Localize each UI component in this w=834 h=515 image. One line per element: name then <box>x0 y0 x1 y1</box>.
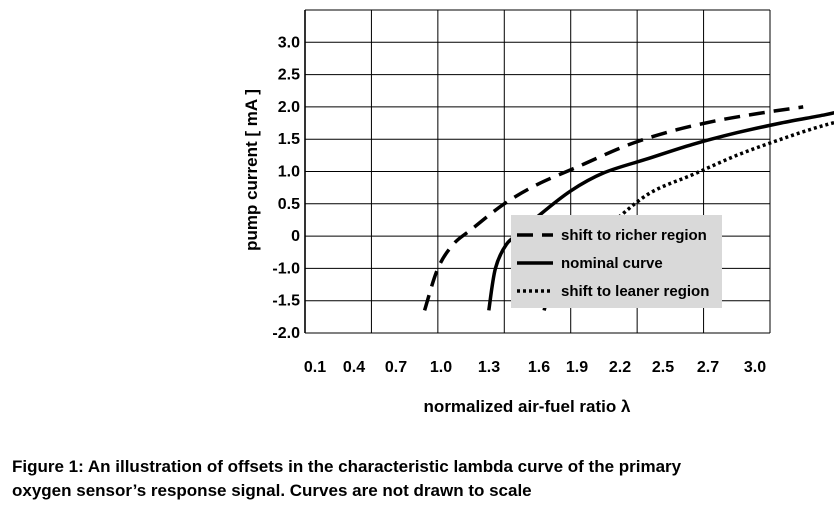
series-line-dotted <box>542 120 834 311</box>
y-tick-label: 0 <box>291 228 300 245</box>
x-axis-ticks: 0.1 0.4 0.7 1.0 1.3 1.6 1.9 2.2 2.5 2.7 3.0 <box>304 359 766 376</box>
curves <box>422 105 834 311</box>
y-tick-label: 3.0 <box>278 34 300 51</box>
y-tick-label: 0.5 <box>278 196 300 213</box>
series-line-solid <box>487 111 834 311</box>
y-tick-label: -1.0 <box>272 260 300 277</box>
x-tick-label: 0.4 <box>343 359 365 376</box>
x-tick-label: 0.7 <box>385 359 407 376</box>
x-tick-label: 0.1 <box>304 359 326 376</box>
legend-label: nominal curve <box>561 255 663 272</box>
y-tick-label: 1.5 <box>278 131 300 148</box>
caption-line-1: Figure 1: An illustration of offsets in … <box>12 457 682 476</box>
x-tick-label: 2.7 <box>697 359 719 376</box>
x-tick-label: 2.5 <box>652 359 674 376</box>
y-tick-label: 1.0 <box>278 164 300 181</box>
y-tick-label: 2.0 <box>278 99 300 116</box>
x-tick-label: 1.0 <box>430 359 452 376</box>
x-tick-label: 1.3 <box>478 359 500 376</box>
y-tick-label: -2.0 <box>272 325 300 342</box>
x-tick-label: 2.2 <box>609 359 631 376</box>
x-tick-label: 1.6 <box>528 359 550 376</box>
x-tick-label: 1.9 <box>566 359 588 376</box>
legend-label: shift to leaner region <box>561 283 709 300</box>
y-tick-label: 2.5 <box>278 67 300 84</box>
y-axis-title: pump current [ mA ] <box>242 89 261 251</box>
x-axis-title: normalized air-fuel ratio λ <box>424 397 631 416</box>
y-tick-label: -1.5 <box>272 293 300 310</box>
legend: shift to richer region nominal curve shift… <box>511 215 722 308</box>
lambda-curve-chart: 3.02.52.01.51.00.50-1.0-1.5-2.0 0.1 0.4 0.… <box>242 9 834 416</box>
caption-line-2: oxygen sensor’s response signal. Curves … <box>12 481 532 500</box>
legend-label: shift to richer region <box>561 227 707 244</box>
figure-caption: Figure 1: An illustration of offsets in … <box>12 455 827 503</box>
y-axis-ticks: 3.0 2.5 2.0 1.5 1.0 0.5 0 -1.0 -1.5 -2.0 <box>272 34 300 342</box>
x-tick-label: 3.0 <box>744 359 766 376</box>
